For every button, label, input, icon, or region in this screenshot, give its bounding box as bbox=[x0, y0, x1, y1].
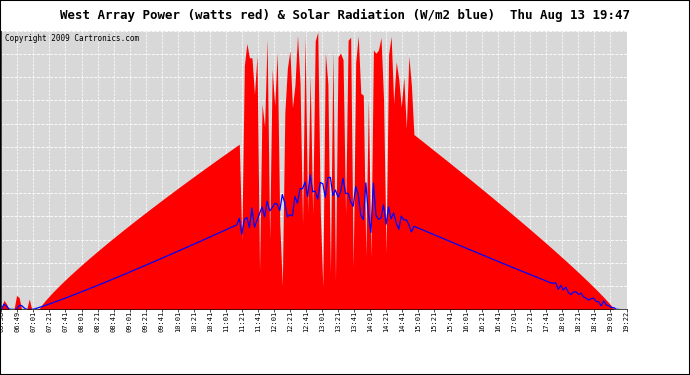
Text: West Array Power (watts red) & Solar Radiation (W/m2 blue)  Thu Aug 13 19:47: West Array Power (watts red) & Solar Rad… bbox=[60, 9, 630, 22]
Text: 15:21: 15:21 bbox=[431, 310, 437, 332]
Text: 13:21: 13:21 bbox=[335, 310, 341, 332]
Text: 18:01: 18:01 bbox=[560, 310, 565, 332]
Text: 07:41: 07:41 bbox=[63, 310, 68, 332]
Text: 14:21: 14:21 bbox=[383, 310, 389, 332]
Text: 10:01: 10:01 bbox=[175, 310, 181, 332]
Text: 12:41: 12:41 bbox=[303, 310, 309, 332]
Text: 19:22: 19:22 bbox=[624, 310, 629, 332]
Text: 08:01: 08:01 bbox=[79, 310, 85, 332]
Text: 18:21: 18:21 bbox=[575, 310, 582, 332]
Text: 14:01: 14:01 bbox=[367, 310, 373, 332]
Text: 17:01: 17:01 bbox=[511, 310, 518, 332]
Text: 07:21: 07:21 bbox=[46, 310, 52, 332]
Text: 09:21: 09:21 bbox=[143, 310, 148, 332]
Text: 14:41: 14:41 bbox=[399, 310, 405, 332]
Text: 19:01: 19:01 bbox=[607, 310, 613, 332]
Text: 13:41: 13:41 bbox=[351, 310, 357, 332]
Text: 09:41: 09:41 bbox=[159, 310, 165, 332]
Text: 12:01: 12:01 bbox=[271, 310, 277, 332]
Text: 13:01: 13:01 bbox=[319, 310, 325, 332]
Text: 08:41: 08:41 bbox=[110, 310, 117, 332]
Text: 11:21: 11:21 bbox=[239, 310, 245, 332]
Text: Copyright 2009 Cartronics.com: Copyright 2009 Cartronics.com bbox=[5, 33, 139, 42]
Text: 08:21: 08:21 bbox=[95, 310, 101, 332]
Text: 11:01: 11:01 bbox=[223, 310, 229, 332]
Text: 09:01: 09:01 bbox=[126, 310, 132, 332]
Text: 11:41: 11:41 bbox=[255, 310, 261, 332]
Text: 17:41: 17:41 bbox=[543, 310, 549, 332]
Text: 06:49: 06:49 bbox=[14, 310, 21, 332]
Text: 16:41: 16:41 bbox=[495, 310, 502, 332]
Text: 05:58: 05:58 bbox=[0, 310, 4, 332]
Text: 15:41: 15:41 bbox=[447, 310, 453, 332]
Text: 16:01: 16:01 bbox=[463, 310, 469, 332]
Text: 07:01: 07:01 bbox=[30, 310, 37, 332]
Text: 12:21: 12:21 bbox=[287, 310, 293, 332]
Text: 10:21: 10:21 bbox=[190, 310, 197, 332]
Text: 18:41: 18:41 bbox=[591, 310, 598, 332]
Text: 15:01: 15:01 bbox=[415, 310, 421, 332]
Text: 10:41: 10:41 bbox=[207, 310, 213, 332]
Text: 17:21: 17:21 bbox=[527, 310, 533, 332]
Text: 16:21: 16:21 bbox=[480, 310, 485, 332]
